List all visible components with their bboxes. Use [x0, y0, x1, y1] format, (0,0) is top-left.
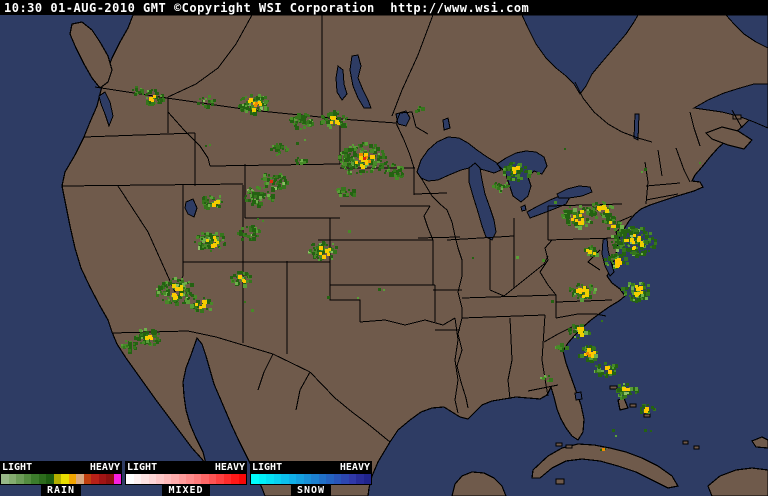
- id-mt: [167, 111, 211, 167]
- legend-scale-labels: LIGHT HEAVY: [0, 461, 122, 473]
- sonora-chihuahua: [257, 353, 274, 391]
- cay-2: [693, 445, 700, 450]
- hudson-bay: [521, 14, 639, 95]
- red-river: [359, 317, 456, 326]
- lake-winnipeg: [349, 54, 372, 109]
- 42nd-parallel: [61, 183, 244, 187]
- legend-scale-labels: LIGHT HEAVY: [250, 461, 372, 473]
- legend-group-snow: LIGHT HEAVY SNOW: [250, 461, 372, 496]
- tx-la: [454, 317, 459, 414]
- ma-north: [645, 182, 681, 187]
- legend-colorbar-mixed: [125, 473, 247, 485]
- wv-va: [539, 239, 557, 296]
- lake-champlain: [633, 113, 640, 141]
- lake-okeechobee: [574, 391, 583, 401]
- labrador-sea: [724, 14, 768, 49]
- lake-michigan: [468, 162, 497, 241]
- lake-manitoba: [335, 65, 348, 101]
- bahama-island-3: [643, 413, 651, 418]
- legend-group-rain: LIGHT HEAVY RAIN: [0, 461, 122, 496]
- yucatan: [451, 471, 507, 496]
- ohio-river: [489, 255, 549, 297]
- puget-sound: [98, 91, 114, 128]
- hispaniola: [707, 467, 768, 496]
- wa-or: [83, 132, 196, 138]
- bahama-island-2: [629, 403, 637, 408]
- legend-chip-snow: SNOW: [290, 485, 332, 496]
- light-label: LIGHT: [127, 461, 158, 473]
- wi-il-mi: [446, 235, 515, 241]
- isle-of-youth: [555, 478, 565, 485]
- legend-scale-labels: LIGHT HEAVY: [125, 461, 247, 473]
- ca-nv: [117, 185, 176, 293]
- lake-st-clair: [520, 204, 527, 212]
- lake-ontario: [556, 185, 593, 199]
- ga-sc: [543, 326, 573, 343]
- chihuahua-coahuila: [295, 371, 311, 411]
- lake-nipigon: [442, 117, 451, 131]
- nc-sc: [555, 313, 607, 319]
- ny-nj: [617, 215, 633, 223]
- heavy-label: HEAVY: [89, 461, 120, 473]
- tn-ms-al: [461, 314, 546, 319]
- heavy-label: HEAVY: [339, 461, 370, 473]
- heavy-label: HEAVY: [214, 461, 245, 473]
- florida-key-1: [555, 442, 563, 447]
- nova-scotia: [704, 126, 753, 150]
- ky-tn: [461, 294, 557, 299]
- ga-fl: [527, 384, 559, 392]
- state-boundaries: [61, 14, 743, 443]
- ia-mo: [417, 236, 461, 239]
- mississippi-river: [419, 175, 469, 409]
- mainland: [61, 14, 768, 496]
- manitoba-ontario: [391, 14, 434, 117]
- header-bar: 10:30 01-AUG-2010 GMT ©Copyright WSI Cor…: [0, 0, 768, 15]
- nd-mn: [395, 122, 415, 195]
- co-ks-tx-panhandle: [329, 218, 361, 322]
- ct-ri: [645, 193, 679, 201]
- vancouver-island: [69, 21, 113, 89]
- florida-key-2: [565, 444, 573, 449]
- legend-chip-mixed: MIXED: [162, 485, 210, 496]
- intensity-legend: LIGHT HEAVY RAIN LIGHT HEAVY MIXED LIGHT HEAVY S…: [0, 461, 372, 496]
- legend-group-mixed: LIGHT HEAVY MIXED: [125, 461, 247, 496]
- light-label: LIGHT: [2, 461, 33, 473]
- header-text: 10:30 01-AUG-2010 GMT ©Copyright WSI Cor…: [4, 0, 530, 15]
- turks-bank: [751, 436, 768, 449]
- ontario-quebec: [574, 81, 653, 143]
- vt-nh: [657, 149, 663, 177]
- nh-me: [675, 147, 691, 183]
- radar-echoes: [121, 86, 701, 451]
- legend-colorbar-rain: [0, 473, 122, 485]
- al-ga: [541, 314, 549, 397]
- mt-wy: [209, 163, 341, 167]
- cuba: [531, 443, 679, 489]
- maine-quebec: [689, 111, 701, 147]
- cay-1: [682, 440, 689, 445]
- islands: [69, 21, 768, 496]
- rio-grande: [309, 371, 391, 443]
- legend-colorbar-snow: [250, 473, 372, 485]
- bc-alberta: [167, 14, 253, 98]
- legend-chip-rain: RAIN: [40, 485, 82, 496]
- light-label: LIGHT: [252, 461, 283, 473]
- gulf-of-st-lawrence: [692, 83, 768, 129]
- maine-nb: [731, 109, 743, 129]
- ms-al: [507, 317, 513, 400]
- bahama-island: [609, 385, 618, 390]
- great-salt-lake: [184, 198, 198, 218]
- mo-river-ne: [423, 205, 434, 241]
- mexico-border-west: [111, 330, 311, 373]
- mason-dixon: [547, 237, 616, 241]
- pa-ny: [547, 203, 623, 207]
